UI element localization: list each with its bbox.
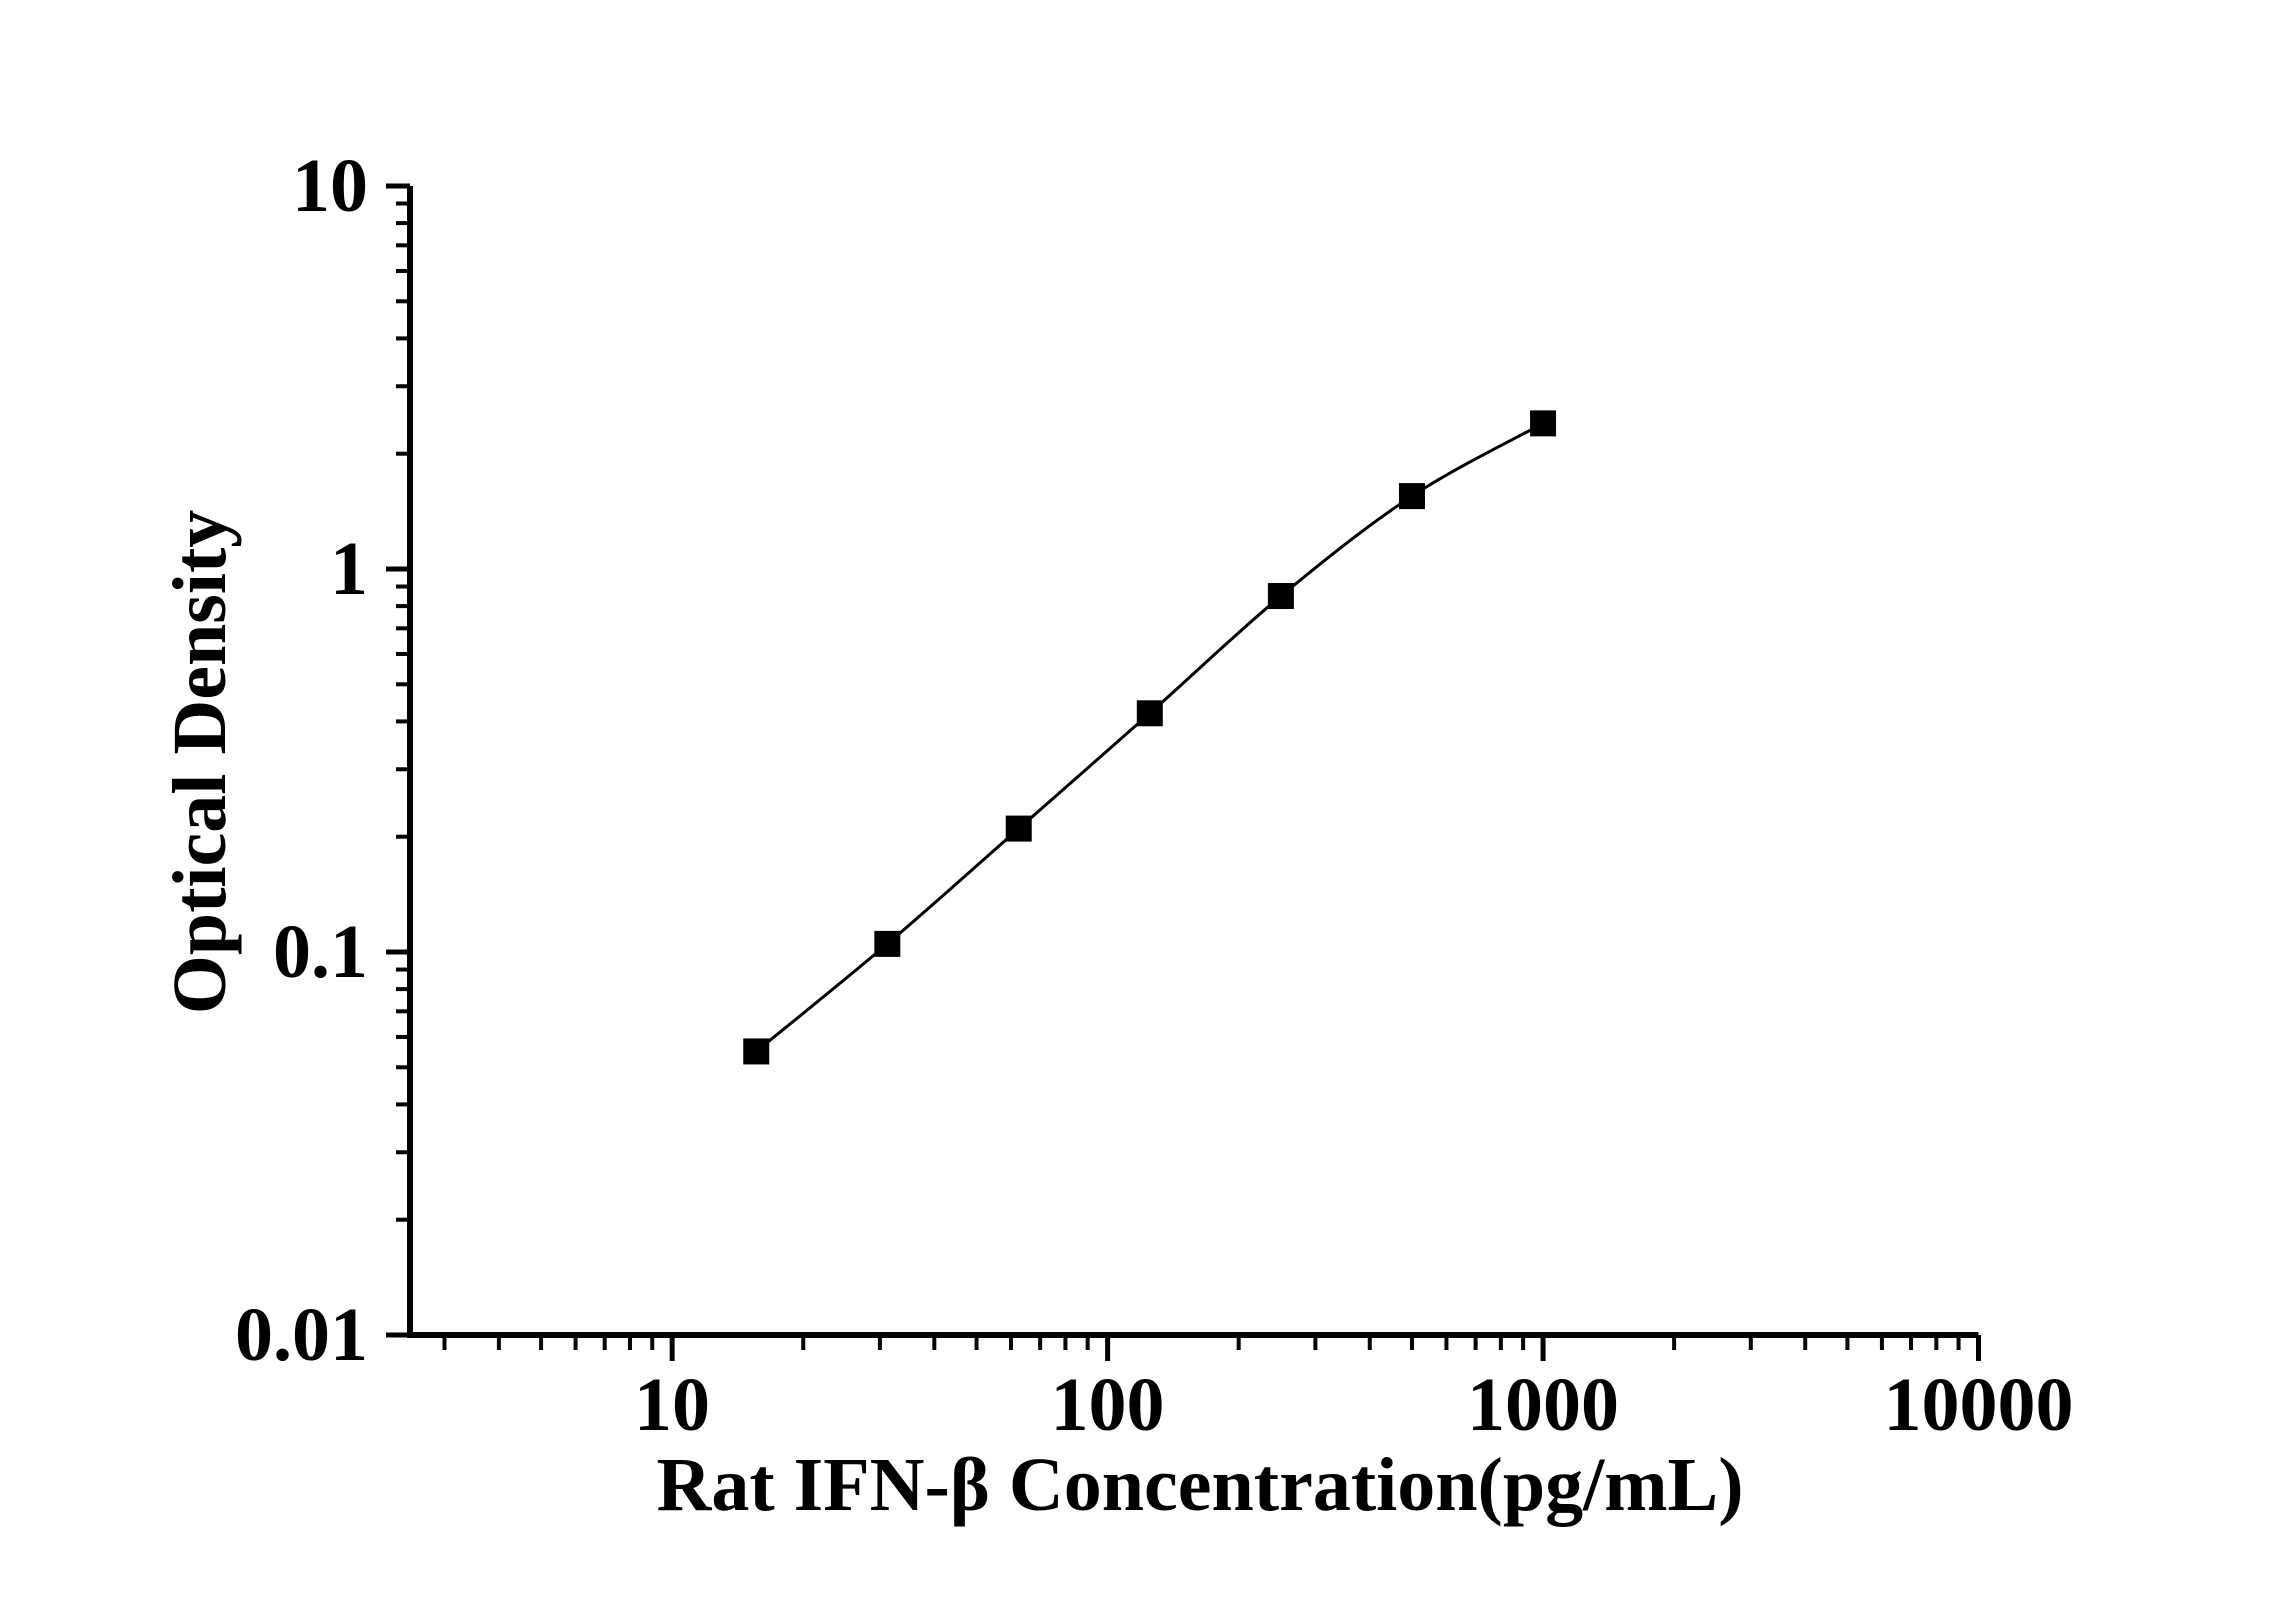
data-point-marker [1136,700,1163,727]
x-tick-label-10000: 10000 [1884,1363,2074,1447]
y-axis-title: Optical Density [158,510,242,1015]
x-tick-label-10: 10 [634,1363,710,1447]
y-tick-label-1: 1 [330,527,368,611]
x-tick-label-100: 100 [1051,1363,1165,1447]
data-point-marker [1530,410,1557,437]
x-axis-title: Rat IFN-β Concentration(pg/mL) [656,1443,1743,1527]
axes-spine [407,186,1979,1338]
y-tick-label-0-1: 0.1 [273,910,368,994]
data-point-marker [1267,583,1294,610]
data-point-marker [874,930,901,957]
y-tick-label-10: 10 [292,144,368,228]
x-tick-label-1000: 1000 [1467,1363,1619,1447]
data-point-marker [1398,483,1425,510]
chart-geometry [386,183,1981,1361]
data-point-marker [743,1038,770,1065]
y-tick-label-0-01: 0.01 [235,1293,368,1377]
standard-curve-line [755,422,1544,1053]
data-point-marker [1005,815,1032,842]
